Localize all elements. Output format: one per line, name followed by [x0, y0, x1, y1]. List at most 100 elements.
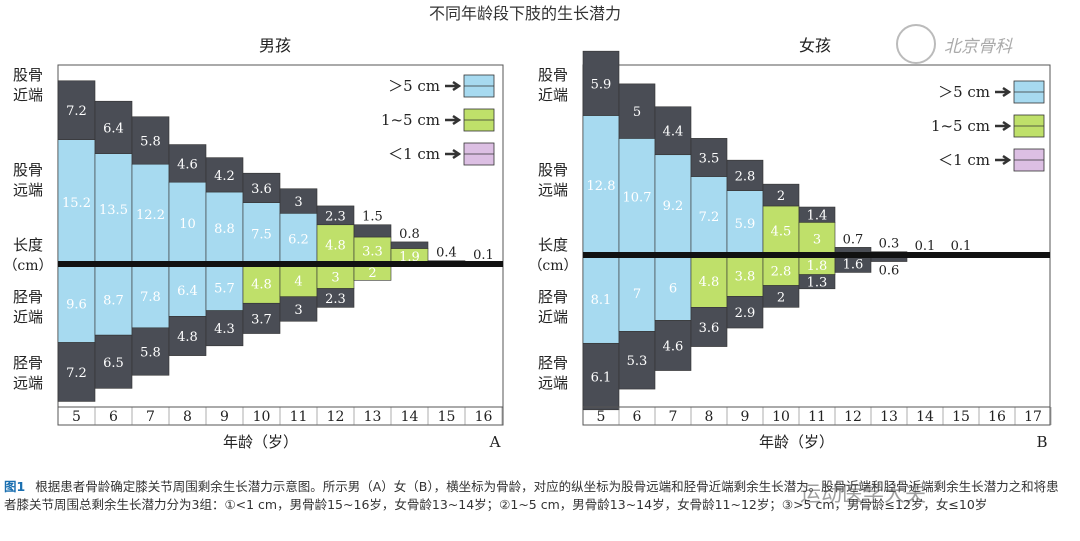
bar-proximal-tibia — [618, 254, 656, 332]
legend-arrow-icon — [445, 80, 462, 92]
bar-distal-femur — [618, 138, 656, 256]
bar-distal-tibia — [168, 316, 207, 356]
x-tick-label: 6 — [109, 409, 118, 425]
journal-logo-icon — [896, 24, 936, 64]
label-distal-femur: 7.2 — [699, 210, 720, 225]
label-proximal-tibia: 3.8 — [735, 270, 756, 285]
x-tick-label: 12 — [327, 409, 345, 425]
y-label-bone: 股骨 — [538, 66, 568, 84]
bar-proximal-femur — [57, 80, 96, 140]
y-label-part: 远端 — [13, 181, 43, 199]
label-proximal-tibia: 4.8 — [699, 275, 720, 290]
x-tick-label: 11 — [290, 409, 308, 425]
y-label-bone: 胫骨 — [538, 354, 568, 372]
label-proximal-tibia: 7.8 — [140, 290, 161, 305]
panel-title: 女孩 — [799, 36, 831, 55]
x-tick-label: 12 — [844, 409, 862, 425]
bar-distal-tibia — [798, 274, 836, 290]
bar-distal-tibia — [582, 342, 620, 411]
bar-distal-femur — [131, 163, 170, 265]
label-distal-femur: 3.3 — [362, 245, 383, 260]
label-proximal-femur: 2 — [777, 189, 785, 204]
y-label-bone: 胫骨 — [13, 288, 43, 306]
label-proximal-femur: 0.1 — [915, 239, 936, 254]
y-label-part: 近端 — [538, 86, 568, 104]
label-distal-femur: 4.8 — [325, 238, 346, 253]
label-proximal-femur: 0.3 — [879, 237, 900, 252]
label-proximal-tibia: 7 — [633, 287, 641, 302]
x-tick-label: 13 — [880, 409, 898, 425]
bar-distal-femur — [762, 205, 800, 256]
label-proximal-tibia: 1.8 — [807, 259, 828, 274]
label-proximal-femur: 3.6 — [251, 182, 272, 197]
bar-proximal-tibia — [242, 263, 281, 304]
bar-proximal-femur — [582, 50, 620, 116]
panel-letter: B — [1036, 433, 1047, 451]
legend-label: 1~5 cm — [931, 117, 990, 135]
caption-label: 图1 — [4, 479, 26, 494]
legend-arrow-icon — [445, 114, 462, 126]
y-label-bone: 胫骨 — [538, 288, 568, 306]
label-distal-tibia: 4.6 — [663, 339, 684, 354]
label-proximal-femur: 1.5 — [362, 210, 383, 225]
bar-distal-tibia — [57, 342, 96, 402]
label-proximal-femur: 1.4 — [807, 209, 828, 224]
label-proximal-femur: 2.8 — [735, 169, 756, 184]
y-label-bone: 股骨 — [13, 66, 43, 84]
x-tick-label: 17 — [1024, 409, 1042, 425]
bar-proximal-femur — [242, 172, 281, 203]
panel-title: 男孩 — [259, 36, 291, 55]
label-distal-tibia: 0.6 — [879, 264, 900, 279]
bar-distal-femur — [582, 115, 620, 256]
bar-proximal-tibia — [94, 263, 133, 336]
label-proximal-tibia: 4.8 — [251, 278, 272, 293]
label-distal-femur: 12.2 — [136, 208, 165, 223]
legend-arrow-icon — [995, 86, 1012, 98]
bar-distal-tibia — [762, 285, 800, 308]
bar-proximal-femur — [316, 205, 355, 226]
x-tick-label: 14 — [401, 409, 419, 425]
bar-distal-femur — [205, 191, 244, 265]
label-distal-tibia: 4.8 — [177, 330, 198, 345]
bar-distal-femur — [242, 202, 281, 265]
x-tick-label: 10 — [772, 409, 790, 425]
bar-distal-tibia — [131, 327, 170, 376]
label-proximal-tibia: 2.8 — [771, 264, 792, 279]
y-label-part: 近端 — [13, 308, 43, 326]
legend-label: 1~5 cm — [381, 111, 440, 129]
y-label-unit: （cm） — [3, 258, 52, 274]
label-distal-femur: 8.8 — [214, 222, 235, 237]
bar-proximal-femur — [279, 188, 318, 214]
label-distal-femur: 12.8 — [587, 179, 616, 194]
label-distal-tibia: 7.2 — [66, 366, 87, 381]
label-proximal-tibia: 4 — [294, 274, 302, 289]
x-tick-label: 7 — [669, 409, 678, 425]
length-baseline-bar — [583, 252, 1050, 258]
x-tick-label: 8 — [705, 409, 714, 425]
legend-arrow-icon — [445, 148, 462, 160]
bar-proximal-femur — [205, 157, 244, 193]
x-tick-label: 6 — [633, 409, 642, 425]
label-proximal-tibia: 3 — [331, 270, 339, 285]
y-label-part: 近端 — [13, 86, 43, 104]
label-proximal-tibia: 5.7 — [214, 281, 235, 296]
x-tick-label: 16 — [988, 409, 1006, 425]
bar-proximal-femur — [726, 159, 764, 191]
label-proximal-tibia: 9.6 — [66, 297, 87, 312]
panel-boys: 男孩股骨近端股骨远端长度（cm）胫骨近端胫骨远端15.27.29.67.2513… — [3, 36, 504, 451]
chart-title: 不同年龄段下肢的生长潜力 — [429, 4, 621, 23]
bar-distal-tibia — [690, 307, 728, 347]
label-proximal-femur: 3.5 — [699, 151, 720, 166]
label-proximal-femur: 0.1 — [951, 239, 972, 254]
x-tick-label: 15 — [438, 409, 456, 425]
label-proximal-tibia: 8.7 — [103, 294, 124, 309]
x-tick-label: 7 — [146, 409, 155, 425]
label-proximal-tibia: 6.4 — [177, 284, 198, 299]
y-label-part: 远端 — [538, 181, 568, 199]
y-label-bone: 股骨 — [538, 161, 568, 179]
label-distal-tibia: 3.7 — [251, 312, 272, 327]
x-tick-label: 14 — [916, 409, 934, 425]
y-label-bone: 胫骨 — [13, 354, 43, 372]
label-proximal-femur: 6.4 — [103, 121, 124, 136]
bar-distal-femur — [279, 212, 318, 265]
